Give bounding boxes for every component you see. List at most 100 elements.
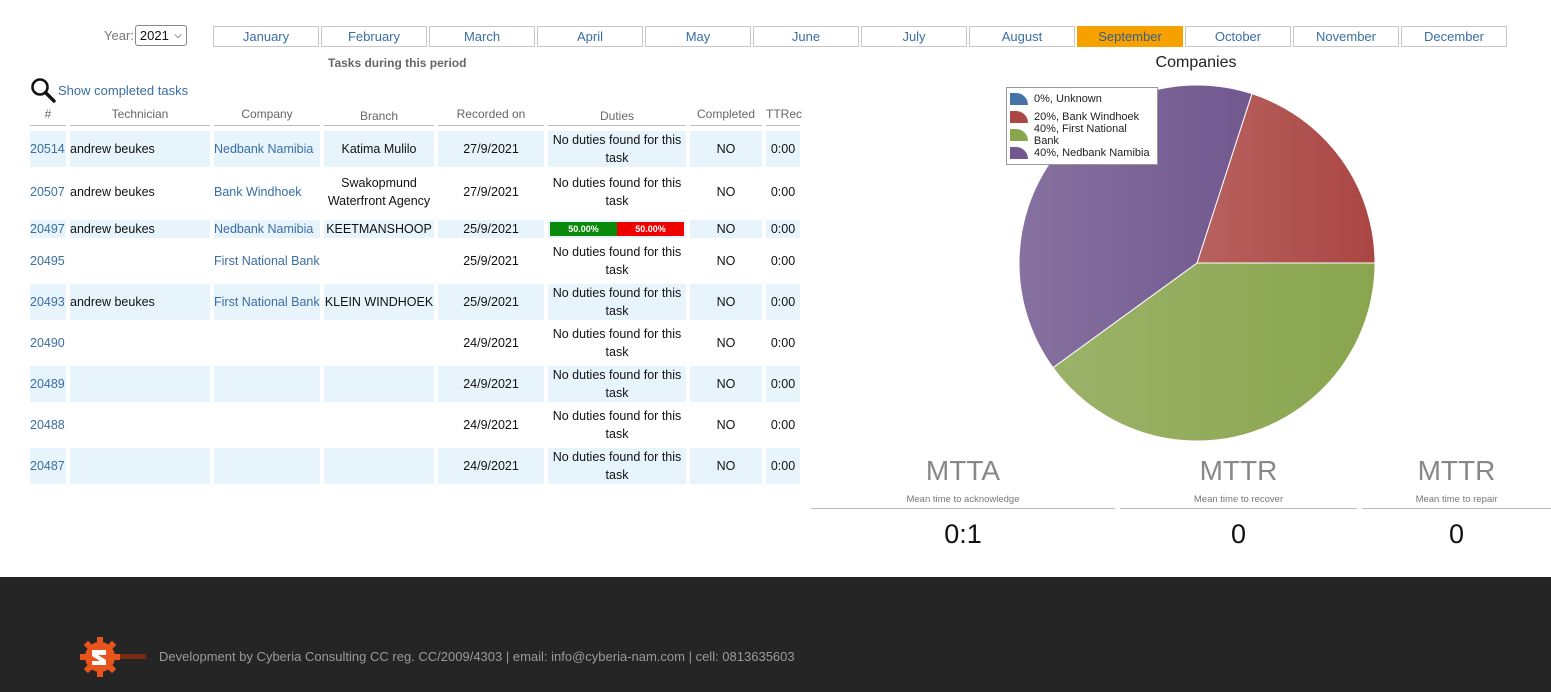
- legend-swatch: [1010, 129, 1028, 141]
- completed-cell: NO: [690, 366, 762, 402]
- table-row[interactable]: 20507 andrew beukes Bank Windhoek Swakopmun…: [30, 169, 802, 215]
- year-select[interactable]: 2021 ⌵: [134, 25, 187, 46]
- company-link[interactable]: Nedbank Namibia: [214, 131, 320, 167]
- company-link[interactable]: [214, 366, 320, 402]
- metric-subtitle: Mean time to repair: [1362, 494, 1551, 509]
- table-row[interactable]: 20488 24/9/2021 No duties found for this t…: [30, 407, 802, 443]
- header-completed: Completed: [690, 107, 762, 126]
- company-link[interactable]: [214, 407, 320, 443]
- company-link[interactable]: First National Bank: [214, 284, 320, 320]
- branch-cell: KEETMANSHOOP: [324, 220, 434, 238]
- branch-cell: [324, 325, 434, 361]
- month-tab-july[interactable]: July: [861, 26, 967, 47]
- table-row[interactable]: 20495 First National Bank 25/9/2021 No duti…: [30, 243, 802, 279]
- company-link[interactable]: [214, 325, 320, 361]
- table-header: # Technician Company Branch Recorded on …: [30, 107, 802, 126]
- completed-cell: NO: [690, 220, 762, 238]
- header-duties: Duties: [548, 107, 686, 126]
- recorded-cell: 25/9/2021: [438, 220, 544, 238]
- task-id-link[interactable]: 20488: [30, 418, 65, 432]
- recorded-cell: 27/9/2021: [463, 185, 519, 199]
- ttr-cell: 0:00: [766, 366, 800, 402]
- legend-item[interactable]: 40%, First National Bank: [1010, 123, 1154, 147]
- metric-card: MTTR Mean time to repair 0: [1362, 455, 1551, 550]
- task-id-link[interactable]: 20493: [30, 284, 66, 320]
- metric-title: MTTR: [1417, 455, 1496, 486]
- table-row[interactable]: 20489 24/9/2021 No duties found for this t…: [30, 366, 802, 402]
- ttr-cell: 0:00: [766, 284, 800, 320]
- year-value: 2021: [139, 28, 169, 43]
- company-link[interactable]: [214, 448, 320, 484]
- month-tab-october[interactable]: October: [1185, 26, 1291, 47]
- ttr-cell: 0:00: [766, 220, 800, 238]
- month-tab-december[interactable]: December: [1401, 26, 1507, 47]
- company-link[interactable]: Bank Windhoek: [214, 185, 302, 199]
- chart-title: Companies: [1155, 54, 1237, 71]
- technician-cell: [70, 243, 210, 279]
- legend-item[interactable]: 20%, Bank Windhoek: [1010, 108, 1154, 126]
- task-id-link[interactable]: 20514: [30, 131, 66, 167]
- show-completed-link[interactable]: Show completed tasks: [30, 77, 188, 103]
- branch-cell: Swakopmund Waterfront Agency: [327, 176, 431, 208]
- month-tab-february[interactable]: February: [321, 26, 427, 47]
- task-id-link[interactable]: 20490: [30, 336, 65, 350]
- table-row[interactable]: 20487 24/9/2021 No duties found for this t…: [30, 448, 802, 484]
- branch-cell: [324, 243, 434, 279]
- technician-cell: [70, 407, 210, 443]
- month-tab-january[interactable]: January: [213, 26, 319, 47]
- technician-cell: [70, 448, 210, 484]
- duties-cell: No duties found for this task: [552, 245, 682, 277]
- ttr-cell: 0:00: [770, 418, 796, 432]
- metric-value: 0: [1230, 519, 1247, 549]
- table-row[interactable]: 20490 24/9/2021 No duties found for this t…: [30, 325, 802, 361]
- legend-item[interactable]: 40%, Nedbank Namibia: [1010, 144, 1154, 162]
- month-tab-may[interactable]: May: [645, 26, 751, 47]
- year-filter: Year: 2021 ⌵: [104, 25, 187, 46]
- period-heading: Tasks during this period: [328, 56, 467, 70]
- task-id-link[interactable]: 20487: [30, 448, 66, 484]
- branch-cell: [324, 366, 434, 402]
- table-row[interactable]: 20497 andrew beukes Nedbank Namibia KEETMAN…: [30, 220, 802, 238]
- ttr-cell: 0:00: [770, 185, 796, 199]
- duties-cell: No duties found for this task: [548, 366, 686, 402]
- recorded-cell: 25/9/2021: [438, 284, 544, 320]
- task-id-link[interactable]: 20507: [30, 185, 65, 199]
- month-tab-november[interactable]: November: [1293, 26, 1399, 47]
- legend-swatch: [1010, 147, 1028, 159]
- ttr-cell: 0:00: [766, 131, 800, 167]
- header-recorded: Recorded on: [438, 107, 544, 126]
- month-tab-august[interactable]: August: [969, 26, 1075, 47]
- table-row[interactable]: 20514 andrew beukes Nedbank Namibia Katima …: [30, 131, 802, 167]
- metric-subtitle: Mean time to acknowledge: [811, 494, 1115, 509]
- year-label: Year:: [104, 28, 134, 43]
- technician-cell: andrew beukes: [70, 220, 210, 238]
- table-row[interactable]: 20493 andrew beukes First National Bank KLE…: [30, 284, 802, 320]
- company-link[interactable]: Nedbank Namibia: [214, 220, 320, 238]
- task-id-link[interactable]: 20497: [30, 220, 66, 238]
- ttr-cell: 0:00: [766, 448, 800, 484]
- chart-legend: 0%, Unknown 20%, Bank Windhoek 40%, First …: [1006, 87, 1158, 165]
- month-tab-march[interactable]: March: [429, 26, 535, 47]
- technician-cell: andrew beukes: [70, 185, 155, 199]
- month-tab-april[interactable]: April: [537, 26, 643, 47]
- duties-cell: No duties found for this task: [548, 131, 686, 167]
- pie-slice-bank-windhoek[interactable]: [1196, 93, 1376, 264]
- month-tab-june[interactable]: June: [753, 26, 859, 47]
- task-id-link[interactable]: 20489: [30, 366, 66, 402]
- company-link[interactable]: First National Bank: [214, 254, 320, 268]
- duties-cell: No duties found for this task: [552, 176, 682, 208]
- technician-cell: andrew beukes: [70, 284, 210, 320]
- branch-cell: [324, 448, 434, 484]
- ttr-cell: 0:00: [770, 336, 796, 350]
- legend-item[interactable]: 0%, Unknown: [1010, 90, 1154, 108]
- technician-cell: andrew beukes: [70, 131, 210, 167]
- duties-cell: No duties found for this task: [548, 284, 686, 320]
- duties-cell: 50.00% 50.00%: [548, 220, 686, 238]
- legend-label: 40%, First National Bank: [1033, 123, 1127, 147]
- legend-label: 40%, Nedbank Namibia: [1034, 147, 1150, 159]
- task-id-link[interactable]: 20495: [30, 254, 65, 268]
- pie-slice-first-national-bank[interactable]: [1052, 262, 1376, 442]
- metric-title: MTTA: [925, 455, 1001, 486]
- month-tab-september[interactable]: September: [1077, 26, 1183, 47]
